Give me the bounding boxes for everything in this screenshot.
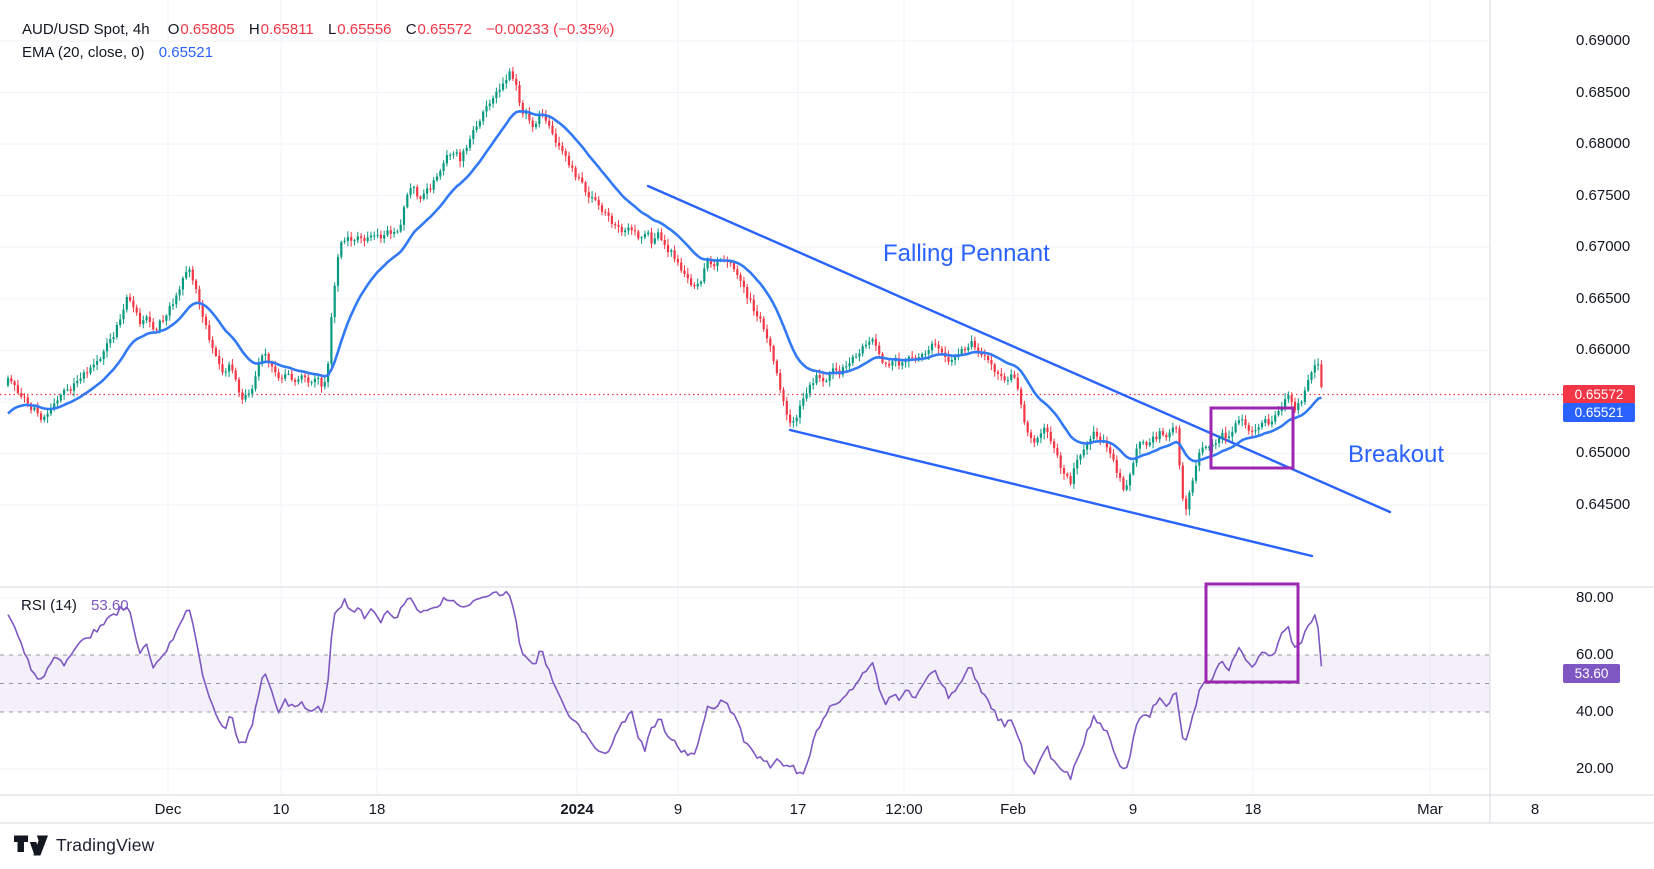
time-axis-label: 18 [368,801,386,818]
change-value: −0.00233 (−0.35%) [485,21,615,38]
ema-line[interactable] [7,110,1322,463]
low-value: 0.65556 [337,21,392,38]
price-axis-label: 0.67000 [1576,238,1631,256]
breakout-label[interactable]: Breakout [1348,441,1445,468]
pennant-lower-trendline[interactable] [788,428,1314,558]
close-key: C [405,21,417,38]
open-value: 0.65805 [180,21,235,38]
time-axis-label: 9 [673,801,683,818]
low-key: L [327,21,337,38]
price-axis-label: 0.64500 [1576,496,1631,513]
time-axis-label: Mar [1417,801,1443,818]
price-axis-label: 0.65000 [1576,444,1631,462]
rsi-legend: RSI (14) 53.60 [21,596,129,616]
price-axis-label: 0.66500 [1576,289,1631,307]
rsi-label[interactable]: RSI (14) [21,597,77,614]
time-axis-label: 10 [272,801,290,818]
ema-value: 0.65521 [158,44,213,61]
falling-pennant-label[interactable]: Falling Pennant [883,240,1050,267]
tradingview-logo-icon [14,835,48,856]
ema-label[interactable]: EMA (20, close, 0) [22,44,145,61]
time-axis-label: 2024 [560,801,594,818]
time-axis-label: 9 [1128,801,1138,818]
time-axis-label: 17 [789,801,807,818]
pennant-upper-trendline[interactable] [646,184,1392,514]
price-breakout-box[interactable] [1209,406,1295,470]
rsi-axis-label: 80.00 [1576,589,1614,606]
ema-legend: EMA (20, close, 0) 0.65521 [22,43,213,63]
rsi-axis-label: 40.00 [1576,703,1614,720]
time-axis-label: 12:00 [885,801,923,818]
high-key: H [248,21,260,38]
close-value: 0.65572 [417,21,472,38]
price-axis-label: 0.66000 [1576,341,1631,359]
price-axis-label: 0.68000 [1576,135,1631,153]
rsi-value: 53.60 [91,597,129,614]
open-key: O [167,21,180,38]
price-axis-label: 0.67500 [1576,186,1631,204]
tradingview-logo-text: TradingView [56,835,155,855]
time-axis-label: 8 [1530,801,1540,818]
price-axis-label: 0.68500 [1576,83,1631,101]
time-axis-label: Feb [1000,801,1026,818]
ema-value-badge: 0.65521 [1563,403,1635,423]
tradingview-logo[interactable]: TradingView [14,835,155,856]
rsi-value-badge: 53.60 [1563,663,1620,683]
time-axis-label: Dec [154,801,182,818]
last-price-badge: 0.65572 [1563,384,1635,404]
rsi-line[interactable] [7,590,1323,781]
rsi-breakout-box[interactable] [1204,582,1300,684]
high-value: 0.65811 [260,21,314,38]
rsi-axis-label: 20.00 [1576,760,1614,777]
rsi-axis-label: 60.00 [1576,646,1614,663]
candles-layer [6,66,1323,516]
price-axis-label: 0.69000 [1576,32,1631,49]
time-axis-label: 18 [1244,801,1262,818]
symbol-legend: AUD/USD Spot, 4h O0.65805 H0.65811 L0.65… [22,20,614,40]
symbol-title[interactable]: AUD/USD Spot, 4h [22,21,150,38]
